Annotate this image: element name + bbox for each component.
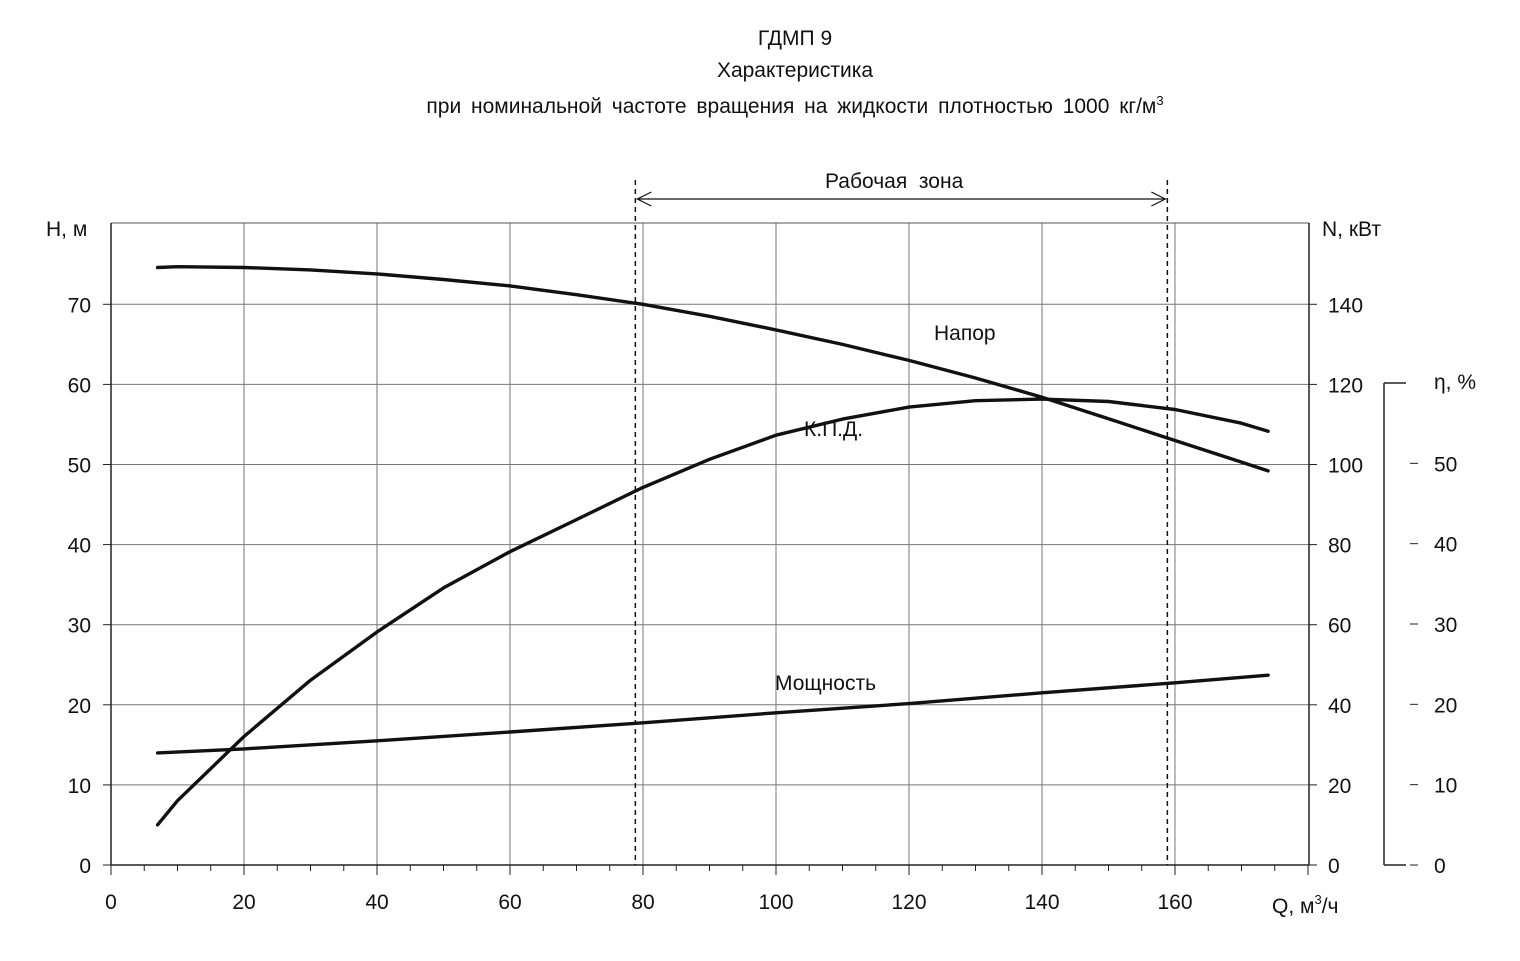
x-axis-label: Q, м3/ч xyxy=(1272,892,1338,918)
y-left-tick-label: 40 xyxy=(68,535,91,558)
x-tick-label: 40 xyxy=(365,891,388,914)
y-right-tick-label: 20 xyxy=(1328,775,1351,798)
y-eff-tick-label: 0 xyxy=(1434,855,1446,878)
grid xyxy=(111,223,1309,865)
x-axis-label-tail: /ч xyxy=(1322,895,1339,918)
x-axis-label-sup: 3 xyxy=(1314,892,1321,907)
head-curve xyxy=(155,265,1270,473)
series-label-efficiency: К.П.Д. xyxy=(804,418,863,441)
working-zone-label: Рабочая зона xyxy=(825,170,964,193)
x-tick-label: 160 xyxy=(1157,891,1192,914)
chart-subtitle: Характеристика xyxy=(716,59,874,82)
y-right-tick-label: 80 xyxy=(1328,535,1351,558)
working-zone xyxy=(634,180,1169,865)
y-left-tick-label: 50 xyxy=(68,455,91,478)
y-eff-tick-label: 50 xyxy=(1434,453,1457,476)
chart-title: ГДМП 9 xyxy=(757,27,833,50)
y-right-tick-label: 0 xyxy=(1328,855,1340,878)
chart-subtitle-conditions-sup: 3 xyxy=(1156,93,1164,108)
y-right-tick-label: 100 xyxy=(1328,455,1363,478)
y-left-tick-label: 0 xyxy=(79,855,91,878)
y-eff-tick-label: 10 xyxy=(1434,775,1457,798)
series-label-power: Мощность xyxy=(775,672,876,695)
y-right-tick-label: 60 xyxy=(1328,615,1351,638)
y-right-axis-label: N, кВт xyxy=(1322,218,1381,241)
working-zone-arrow-left xyxy=(636,191,652,207)
y-left-tick-label: 20 xyxy=(68,695,91,718)
curves xyxy=(155,265,1270,827)
y-left-tick-label: 30 xyxy=(68,615,91,638)
y-eff-axis-label: η, % xyxy=(1434,371,1476,394)
y-right-tick-label: 120 xyxy=(1328,374,1363,397)
plot-frame xyxy=(110,222,1310,866)
working-zone-arrow-right xyxy=(1151,191,1167,207)
y-eff-tick-label: 20 xyxy=(1434,694,1457,717)
y-eff-tick-label: 30 xyxy=(1434,614,1457,637)
power-curve xyxy=(155,673,1270,755)
x-tick-label: 100 xyxy=(758,891,793,914)
y-left-tick-label: 10 xyxy=(68,775,91,798)
x-tick-label: 60 xyxy=(498,891,521,914)
chart-subtitle-conditions-text: при номинальной частоте вращения на жидк… xyxy=(426,95,1157,118)
y-left-tick-label: 60 xyxy=(68,374,91,397)
efficiency-curve xyxy=(155,397,1270,827)
y-eff-tick-label: 40 xyxy=(1434,534,1457,557)
y-right-tick-label: 40 xyxy=(1328,695,1351,718)
x-axis-label-main: Q, м xyxy=(1272,895,1314,918)
axes: 0 20 40 60 80 100 120 140 1600102030405060700204… xyxy=(68,294,1458,914)
x-tick-label: 20 xyxy=(232,891,255,914)
y-left-tick-label: 70 xyxy=(68,294,91,317)
x-tick-label: 80 xyxy=(631,891,654,914)
x-tick-label: 140 xyxy=(1024,891,1059,914)
y-right-tick-label: 140 xyxy=(1328,294,1363,317)
series-label-head: Напор xyxy=(934,322,996,345)
chart-subtitle-conditions: при номинальной частоте вращения на жидк… xyxy=(0,93,1520,119)
x-tick-label: 120 xyxy=(891,891,926,914)
y-left-axis-label: H, м xyxy=(46,218,87,241)
x-tick-label: 0 xyxy=(105,891,117,914)
